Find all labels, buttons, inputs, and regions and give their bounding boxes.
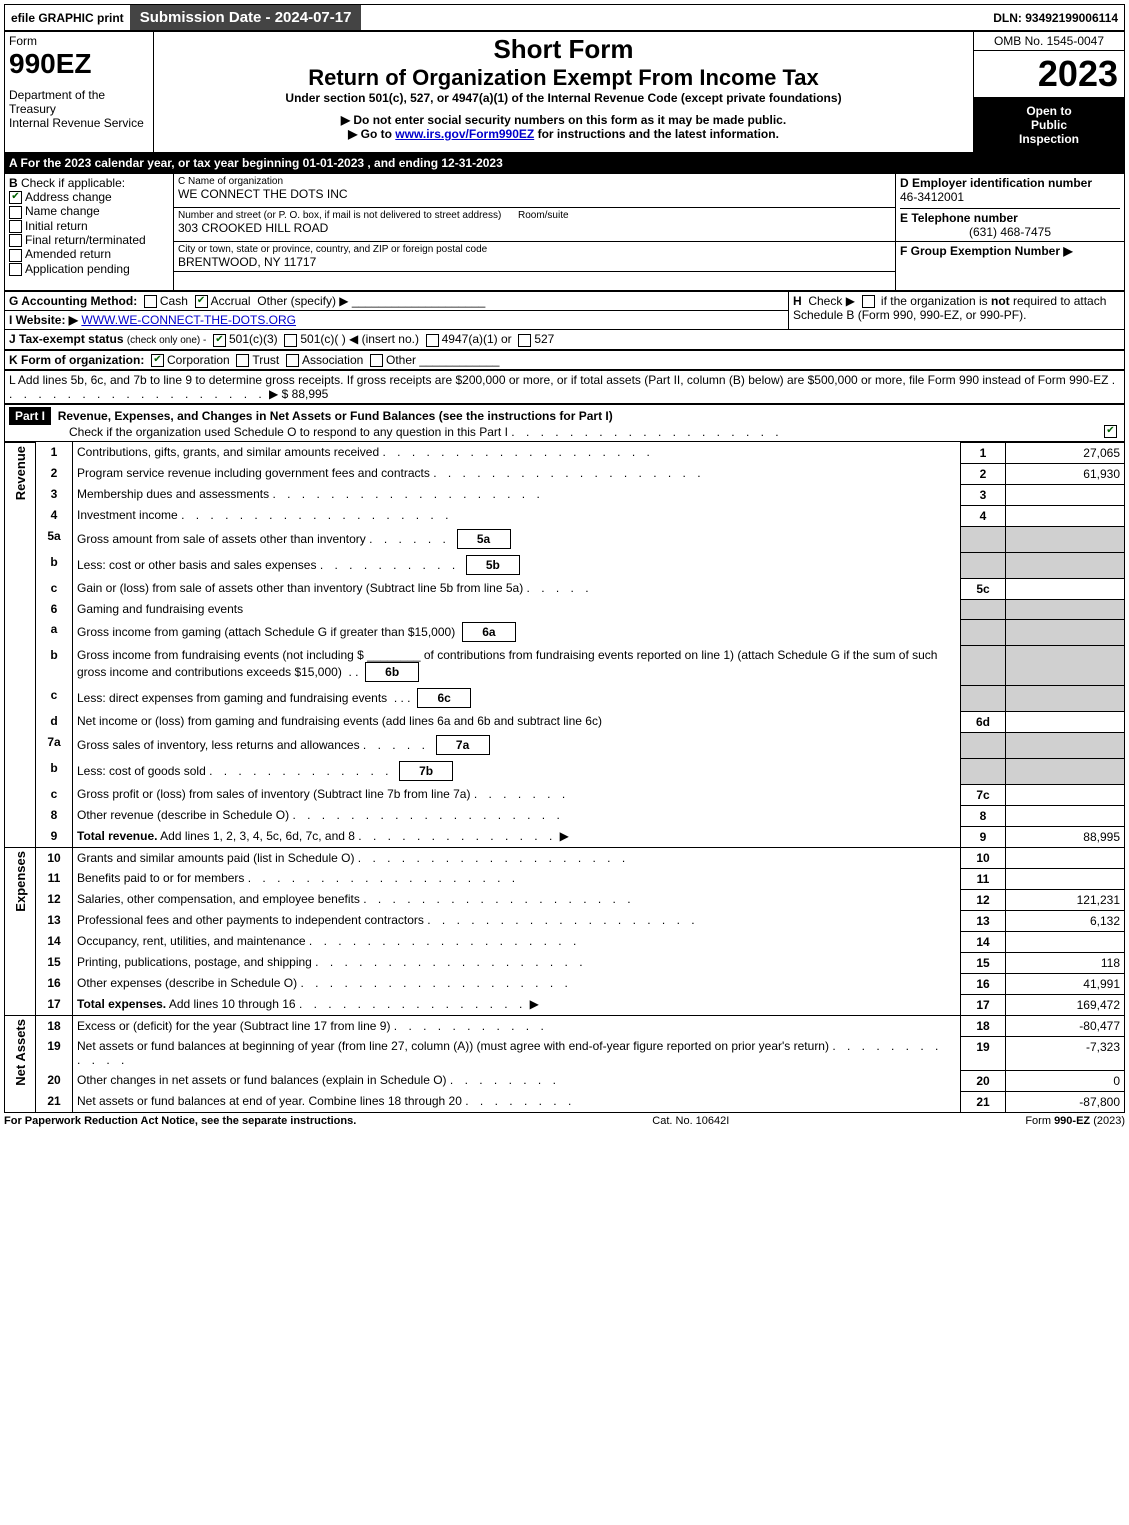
line15-amount: 118 [1006,952,1125,973]
city-label: City or town, state or province, country… [178,244,891,255]
page-footer: For Paperwork Reduction Act Notice, see … [4,1113,1125,1129]
form-header: Form 990EZ Department of the Treasury In… [4,31,1125,153]
section-g-label: G Accounting Method: [9,294,137,308]
line16-amount: 41,991 [1006,973,1125,994]
section-l-row: L Add lines 5b, 6c, and 7b to line 9 to … [4,370,1125,404]
line1-amount: 27,065 [1006,442,1125,463]
telephone: (631) 468-7475 [900,225,1120,239]
check-icon[interactable] [426,334,439,347]
check-icon[interactable] [213,334,226,347]
city-state-zip: BRENTWOOD, NY 11717 [178,255,891,269]
cb-application-pending[interactable]: Application pending [9,262,169,276]
section-l-text: L Add lines 5b, 6c, and 7b to line 9 to … [9,373,1108,387]
expenses-section-label: Expenses [13,851,28,912]
go-to: ▶ Go to www.irs.gov/Form990EZ for instru… [158,127,969,141]
section-k-row: K Form of organization: Corporation Trus… [4,350,1125,370]
meta-block: G Accounting Method: Cash Accrual Other … [4,291,1125,350]
line21-amount: -87,800 [1006,1091,1125,1112]
subtitle-under-section: Under section 501(c), 527, or 4947(a)(1)… [158,91,969,105]
check-icon[interactable] [144,295,157,308]
section-j-label: J Tax-exempt status [9,332,124,346]
check-icon[interactable] [862,295,875,308]
line13-amount: 6,132 [1006,910,1125,931]
revenue-section-label: Revenue [13,446,28,500]
part1-title: Revenue, Expenses, and Changes in Net As… [58,409,613,423]
netassets-section-label: Net Assets [13,1019,28,1086]
omb-number: OMB No. 1545-0047 [974,32,1124,51]
line20-amount: 0 [1006,1070,1125,1091]
street-label: Number and street (or P. O. box, if mail… [178,210,891,221]
dept-treasury: Department of the Treasury [9,88,149,116]
section-i-label: I Website: ▶ [9,313,78,327]
total-revenue-label: Total revenue. [77,829,157,843]
org-info-block: B Check if applicable: Address change Na… [4,173,1125,291]
line2-amount: 61,930 [1006,463,1125,484]
cb-address-change[interactable]: Address change [9,190,169,204]
part1-lines: Revenue 1 Contributions, gifts, grants, … [4,442,1125,1113]
line12-amount: 121,231 [1006,889,1125,910]
form-word: Form [9,34,149,48]
section-a: A For the 2023 calendar year, or tax yea… [4,153,1125,173]
total-expenses-label: Total expenses. [77,997,166,1011]
cat-no: Cat. No. 10642I [652,1115,729,1127]
section-d-label: D Employer identification number [900,176,1120,190]
section-k-label: K Form of organization: [9,353,144,367]
check-icon[interactable] [284,334,297,347]
top-bar: efile GRAPHIC print Submission Date - 20… [4,4,1125,31]
section-f-label: F Group Exemption Number ▶ [900,244,1120,258]
dln: DLN: 93492199006114 [987,9,1124,27]
check-icon[interactable] [518,334,531,347]
check-icon[interactable] [286,354,299,367]
check-icon [9,234,22,247]
street-address: 303 CROOKED HILL ROAD [178,221,891,235]
cb-final-return[interactable]: Final return/terminated [9,233,169,247]
line18-amount: -80,477 [1006,1015,1125,1036]
title-short-form: Short Form [158,34,969,65]
org-name: WE CONNECT THE DOTS INC [178,187,891,201]
part1-header: Part I Revenue, Expenses, and Changes in… [4,404,1125,442]
section-h: H Check ▶ if the organization is not req… [793,294,1120,322]
part1-label: Part I [9,407,51,425]
cb-name-change[interactable]: Name change [9,204,169,218]
efile-label: efile GRAPHIC print [5,9,130,27]
cb-initial-return[interactable]: Initial return [9,219,169,233]
section-c-label: C Name of organization [178,176,891,187]
section-b-label: B Check if applicable: [9,176,169,190]
title-return: Return of Organization Exempt From Incom… [158,65,969,91]
check-icon[interactable] [195,295,208,308]
gross-receipts: 88,995 [292,387,329,401]
check-icon[interactable] [1104,425,1117,438]
form-number: 990EZ [9,48,149,80]
check-icon [9,249,22,262]
check-icon [9,220,22,233]
form-ref: Form 990-EZ (2023) [1025,1115,1125,1127]
line17-amount: 169,472 [1006,994,1125,1015]
check-icon [9,191,22,204]
check-icon[interactable] [370,354,383,367]
check-icon[interactable] [236,354,249,367]
check-icon[interactable] [151,354,164,367]
line19-amount: -7,323 [1006,1036,1125,1070]
paperwork-notice: For Paperwork Reduction Act Notice, see … [4,1115,356,1127]
irs: Internal Revenue Service [9,116,149,130]
no-ssn-warning: ▶ Do not enter social security numbers o… [158,113,969,127]
tax-year: 2023 [974,51,1124,98]
part1-check-line: Check if the organization used Schedule … [69,425,508,439]
submission-date: Submission Date - 2024-07-17 [130,5,362,30]
open-to-public: Open to Public Inspection [974,98,1124,152]
check-icon [9,263,22,276]
cb-amended-return[interactable]: Amended return [9,247,169,261]
check-icon [9,206,22,219]
irs-link[interactable]: www.irs.gov/Form990EZ [395,127,534,141]
line9-amount: 88,995 [1006,826,1125,847]
website-link[interactable]: WWW.WE-CONNECT-THE-DOTS.ORG [81,313,296,327]
ein: 46-3412001 [900,190,1120,204]
section-e-label: E Telephone number [900,208,1120,225]
